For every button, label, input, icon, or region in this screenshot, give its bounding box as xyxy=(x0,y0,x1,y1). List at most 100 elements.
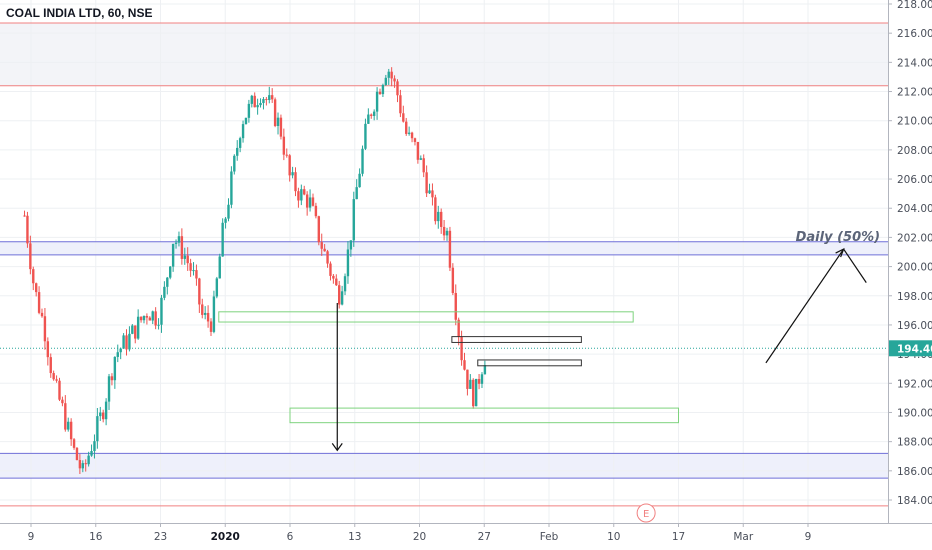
candle-body xyxy=(361,148,364,174)
candle-body xyxy=(171,243,175,267)
candle-body xyxy=(195,270,198,279)
price-tick-label: 206.00 xyxy=(897,174,932,186)
earnings-event-icon[interactable] xyxy=(636,503,656,523)
candle-body xyxy=(186,255,189,264)
time-tick-label: 20 xyxy=(413,531,426,543)
candle-body xyxy=(416,141,420,160)
candle-body xyxy=(238,138,242,148)
candle-body xyxy=(139,316,143,321)
price-tick-label: 188.00 xyxy=(897,437,932,449)
candle-body xyxy=(209,321,213,332)
candle-body xyxy=(480,374,484,384)
candle-body xyxy=(174,242,178,244)
candle-body xyxy=(151,311,154,321)
candle-body xyxy=(270,95,274,100)
candle-body xyxy=(364,123,367,149)
candle-body xyxy=(46,341,50,358)
candle-body xyxy=(259,103,262,106)
candle-body xyxy=(314,205,318,217)
candle-body xyxy=(142,315,146,321)
price-tick-label: 196.00 xyxy=(897,320,932,332)
price-tick-label: 202.00 xyxy=(897,232,932,244)
time-tick-label: 2020 xyxy=(211,531,240,543)
candle-body xyxy=(198,278,201,305)
candle-body xyxy=(288,155,291,176)
candle-body xyxy=(390,71,393,79)
candle-body xyxy=(434,197,437,222)
candle-body xyxy=(285,154,288,156)
time-tick-label: 6 xyxy=(287,531,294,543)
price-tick-label: 210.00 xyxy=(897,116,932,128)
drawings xyxy=(331,247,867,452)
candle-body xyxy=(104,401,108,420)
candle-body xyxy=(169,266,172,278)
candle-body xyxy=(407,132,411,134)
candle-body xyxy=(396,81,399,96)
candle-body xyxy=(437,211,440,222)
candle-body xyxy=(78,460,82,469)
candle-body xyxy=(422,158,425,173)
candle-body xyxy=(236,147,239,156)
consolidation-box xyxy=(477,359,582,367)
horizontal-levels xyxy=(0,22,888,507)
candle-body xyxy=(180,236,184,259)
candle-body xyxy=(265,99,268,101)
candle-body xyxy=(273,99,277,126)
price-axis-bg xyxy=(888,0,932,523)
candle-body xyxy=(297,191,300,201)
candle-body xyxy=(81,463,84,469)
candle-body xyxy=(119,348,122,353)
candle-body xyxy=(192,270,195,272)
candle-body xyxy=(294,172,297,192)
candle-body xyxy=(256,105,259,108)
candle-body xyxy=(439,211,443,227)
candle-body xyxy=(367,114,370,124)
demand-zone xyxy=(289,407,679,424)
time-tick-label: 17 xyxy=(672,531,685,543)
grid-lines xyxy=(0,0,888,523)
candle-body xyxy=(125,335,128,350)
candle-body xyxy=(154,311,157,326)
candle-body xyxy=(405,121,408,134)
candle-body xyxy=(163,286,166,298)
time-tick-label: 27 xyxy=(478,531,491,543)
candle-body xyxy=(218,256,221,279)
candle-body xyxy=(233,155,236,172)
candle-body xyxy=(203,312,207,315)
time-axis[interactable]: 9 16 23 2020 6 13 20 27 Feb 10 17 Mar 9 xyxy=(0,523,932,550)
candle-body xyxy=(279,117,283,137)
candle-body xyxy=(276,117,280,126)
candle-body xyxy=(90,451,93,456)
candle-body xyxy=(451,267,455,293)
price-tick-label: 198.00 xyxy=(897,291,932,303)
candle-body xyxy=(183,255,186,259)
annotation-daily-50: Daily (50%) xyxy=(796,230,880,245)
price-tick-label: 200.00 xyxy=(897,262,932,274)
candle-body xyxy=(340,291,344,305)
candle-body xyxy=(454,292,457,320)
candle-body xyxy=(212,296,216,332)
candle-body xyxy=(128,333,131,350)
price-axis[interactable]: 184.00186.00188.00190.00192.00194.00196.… xyxy=(888,0,932,523)
candle-body xyxy=(29,243,32,270)
candle-body xyxy=(303,189,306,195)
chart-title: COAL INDIA LTD, 60, NSE xyxy=(6,6,153,20)
candle-body xyxy=(320,242,323,249)
trend-arrow-head xyxy=(835,247,845,258)
candle-body xyxy=(317,216,321,243)
candle-body xyxy=(311,197,315,206)
time-axis-bg xyxy=(0,523,932,550)
price-tick-label: 218.00 xyxy=(897,0,932,11)
candle-body xyxy=(428,190,431,194)
candle-body xyxy=(241,124,245,139)
candle-body xyxy=(448,230,452,268)
candle-body xyxy=(399,95,402,114)
candle-body xyxy=(393,78,396,82)
candle-body xyxy=(262,99,265,104)
candle-body xyxy=(323,248,326,252)
candle-body xyxy=(131,325,134,334)
candle-body xyxy=(113,356,117,381)
candle-body xyxy=(189,263,192,271)
candle-body xyxy=(387,71,390,78)
